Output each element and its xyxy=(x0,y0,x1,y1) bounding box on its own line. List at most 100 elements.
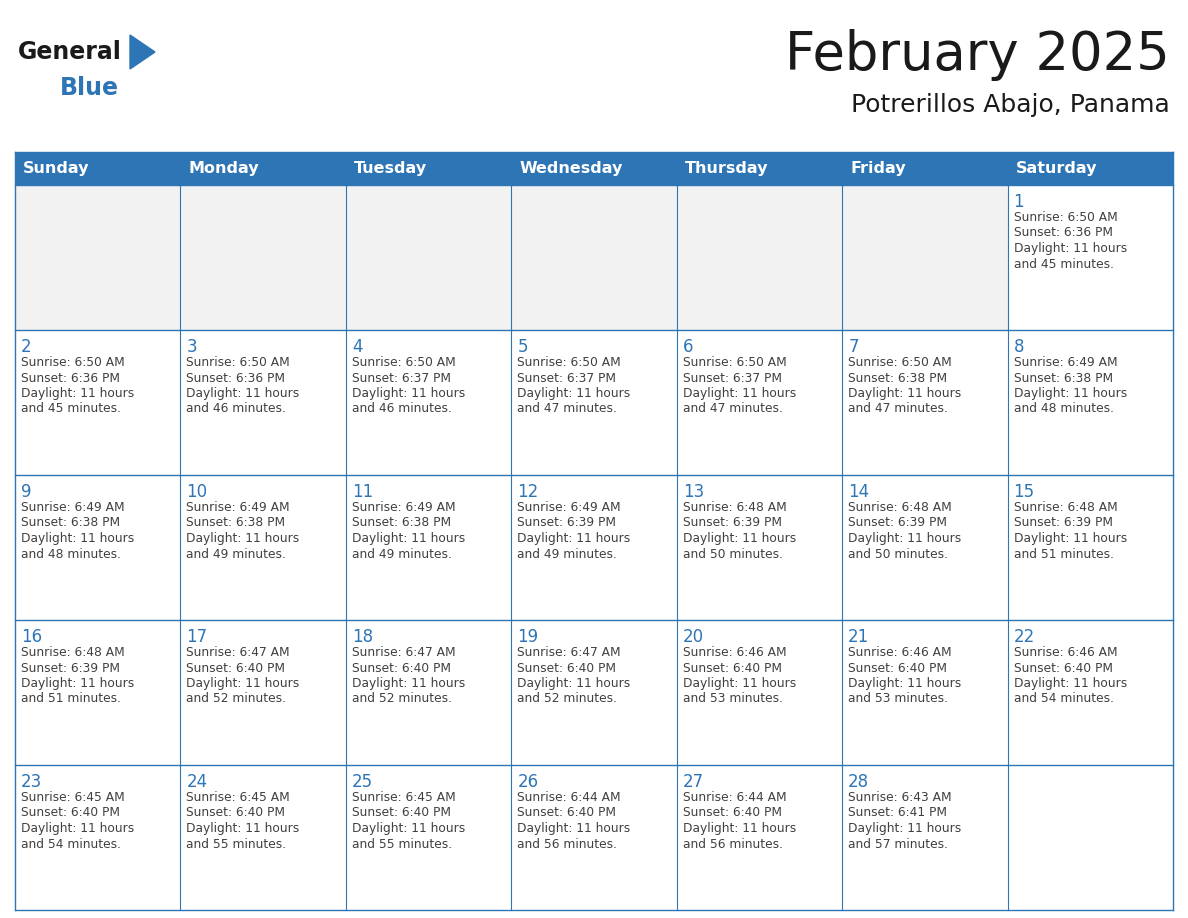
Text: Sunrise: 6:49 AM: Sunrise: 6:49 AM xyxy=(21,501,125,514)
Bar xyxy=(181,185,346,330)
Text: 1: 1 xyxy=(1013,193,1024,211)
Text: and 49 minutes.: and 49 minutes. xyxy=(352,547,451,561)
Text: Sunrise: 6:43 AM: Sunrise: 6:43 AM xyxy=(848,791,952,804)
Text: 25: 25 xyxy=(352,773,373,791)
Text: Sunset: 6:38 PM: Sunset: 6:38 PM xyxy=(1013,372,1113,385)
Text: and 47 minutes.: and 47 minutes. xyxy=(683,402,783,416)
Bar xyxy=(842,620,1007,765)
Text: Sunrise: 6:49 AM: Sunrise: 6:49 AM xyxy=(1013,356,1117,369)
Bar xyxy=(346,152,511,185)
Text: 9: 9 xyxy=(21,483,32,501)
Text: 22: 22 xyxy=(1013,628,1035,646)
Text: Sunrise: 6:48 AM: Sunrise: 6:48 AM xyxy=(683,501,786,514)
Bar xyxy=(15,620,181,765)
Text: Sunrise: 6:46 AM: Sunrise: 6:46 AM xyxy=(1013,646,1117,659)
Text: 11: 11 xyxy=(352,483,373,501)
Text: Daylight: 11 hours: Daylight: 11 hours xyxy=(1013,532,1127,545)
Bar xyxy=(1007,475,1173,620)
Text: 21: 21 xyxy=(848,628,870,646)
Text: Sunset: 6:39 PM: Sunset: 6:39 PM xyxy=(848,517,947,530)
Text: Sunset: 6:36 PM: Sunset: 6:36 PM xyxy=(1013,227,1113,240)
Bar xyxy=(677,152,842,185)
Text: Sunset: 6:39 PM: Sunset: 6:39 PM xyxy=(683,517,782,530)
Text: Daylight: 11 hours: Daylight: 11 hours xyxy=(683,822,796,835)
Text: Daylight: 11 hours: Daylight: 11 hours xyxy=(1013,242,1127,255)
Text: and 49 minutes.: and 49 minutes. xyxy=(187,547,286,561)
Text: and 47 minutes.: and 47 minutes. xyxy=(517,402,617,416)
Text: Sunrise: 6:46 AM: Sunrise: 6:46 AM xyxy=(848,646,952,659)
Text: Sunset: 6:39 PM: Sunset: 6:39 PM xyxy=(1013,517,1113,530)
Text: 12: 12 xyxy=(517,483,538,501)
Bar xyxy=(1007,765,1173,910)
Text: and 54 minutes.: and 54 minutes. xyxy=(21,837,121,850)
Text: and 56 minutes.: and 56 minutes. xyxy=(517,837,618,850)
Bar xyxy=(842,185,1007,330)
Text: 19: 19 xyxy=(517,628,538,646)
Text: 4: 4 xyxy=(352,338,362,356)
Text: 14: 14 xyxy=(848,483,870,501)
Text: Sunset: 6:40 PM: Sunset: 6:40 PM xyxy=(517,662,617,675)
Text: Daylight: 11 hours: Daylight: 11 hours xyxy=(352,532,466,545)
Text: Daylight: 11 hours: Daylight: 11 hours xyxy=(187,387,299,400)
Text: Sunrise: 6:48 AM: Sunrise: 6:48 AM xyxy=(1013,501,1118,514)
Text: 23: 23 xyxy=(21,773,43,791)
Text: Sunrise: 6:50 AM: Sunrise: 6:50 AM xyxy=(683,356,786,369)
Text: Sunset: 6:40 PM: Sunset: 6:40 PM xyxy=(683,662,782,675)
Text: Sunrise: 6:50 AM: Sunrise: 6:50 AM xyxy=(848,356,952,369)
Text: 6: 6 xyxy=(683,338,694,356)
Text: Sunset: 6:40 PM: Sunset: 6:40 PM xyxy=(352,807,451,820)
Text: Daylight: 11 hours: Daylight: 11 hours xyxy=(848,387,961,400)
Bar xyxy=(346,475,511,620)
Text: and 54 minutes.: and 54 minutes. xyxy=(1013,692,1113,706)
Text: Sunset: 6:37 PM: Sunset: 6:37 PM xyxy=(683,372,782,385)
Text: and 48 minutes.: and 48 minutes. xyxy=(21,547,121,561)
Text: Daylight: 11 hours: Daylight: 11 hours xyxy=(1013,677,1127,690)
Text: Sunrise: 6:50 AM: Sunrise: 6:50 AM xyxy=(517,356,621,369)
Bar xyxy=(181,765,346,910)
Bar xyxy=(181,152,346,185)
Bar xyxy=(511,765,677,910)
Text: Blue: Blue xyxy=(61,76,119,100)
Text: Daylight: 11 hours: Daylight: 11 hours xyxy=(21,822,134,835)
Text: Daylight: 11 hours: Daylight: 11 hours xyxy=(683,387,796,400)
Text: Sunset: 6:40 PM: Sunset: 6:40 PM xyxy=(21,807,120,820)
Text: 18: 18 xyxy=(352,628,373,646)
Text: Sunrise: 6:46 AM: Sunrise: 6:46 AM xyxy=(683,646,786,659)
Bar xyxy=(346,765,511,910)
Text: Sunrise: 6:50 AM: Sunrise: 6:50 AM xyxy=(187,356,290,369)
Text: and 45 minutes.: and 45 minutes. xyxy=(21,402,121,416)
Text: Saturday: Saturday xyxy=(1016,161,1097,176)
Bar xyxy=(511,330,677,475)
Text: Sunrise: 6:47 AM: Sunrise: 6:47 AM xyxy=(187,646,290,659)
Text: 20: 20 xyxy=(683,628,703,646)
Bar xyxy=(181,475,346,620)
Text: Sunset: 6:40 PM: Sunset: 6:40 PM xyxy=(848,662,947,675)
Bar xyxy=(1007,185,1173,330)
Text: Daylight: 11 hours: Daylight: 11 hours xyxy=(352,822,466,835)
Bar xyxy=(15,152,181,185)
Text: Daylight: 11 hours: Daylight: 11 hours xyxy=(21,532,134,545)
Text: Daylight: 11 hours: Daylight: 11 hours xyxy=(848,532,961,545)
Text: Sunset: 6:40 PM: Sunset: 6:40 PM xyxy=(683,807,782,820)
Bar xyxy=(842,475,1007,620)
Text: Daylight: 11 hours: Daylight: 11 hours xyxy=(683,532,796,545)
Bar xyxy=(346,185,511,330)
Text: Sunrise: 6:47 AM: Sunrise: 6:47 AM xyxy=(352,646,455,659)
Text: Sunset: 6:39 PM: Sunset: 6:39 PM xyxy=(517,517,617,530)
Bar xyxy=(842,152,1007,185)
Text: 16: 16 xyxy=(21,628,42,646)
Text: Sunset: 6:40 PM: Sunset: 6:40 PM xyxy=(517,807,617,820)
Text: Daylight: 11 hours: Daylight: 11 hours xyxy=(848,822,961,835)
Bar xyxy=(677,330,842,475)
Text: Sunset: 6:38 PM: Sunset: 6:38 PM xyxy=(187,517,285,530)
Text: 3: 3 xyxy=(187,338,197,356)
Text: and 55 minutes.: and 55 minutes. xyxy=(187,837,286,850)
Bar xyxy=(511,620,677,765)
Text: 7: 7 xyxy=(848,338,859,356)
Text: and 51 minutes.: and 51 minutes. xyxy=(21,692,121,706)
Text: Sunrise: 6:48 AM: Sunrise: 6:48 AM xyxy=(848,501,952,514)
Text: Daylight: 11 hours: Daylight: 11 hours xyxy=(21,387,134,400)
Bar xyxy=(842,765,1007,910)
Text: Daylight: 11 hours: Daylight: 11 hours xyxy=(1013,387,1127,400)
Bar xyxy=(511,152,677,185)
